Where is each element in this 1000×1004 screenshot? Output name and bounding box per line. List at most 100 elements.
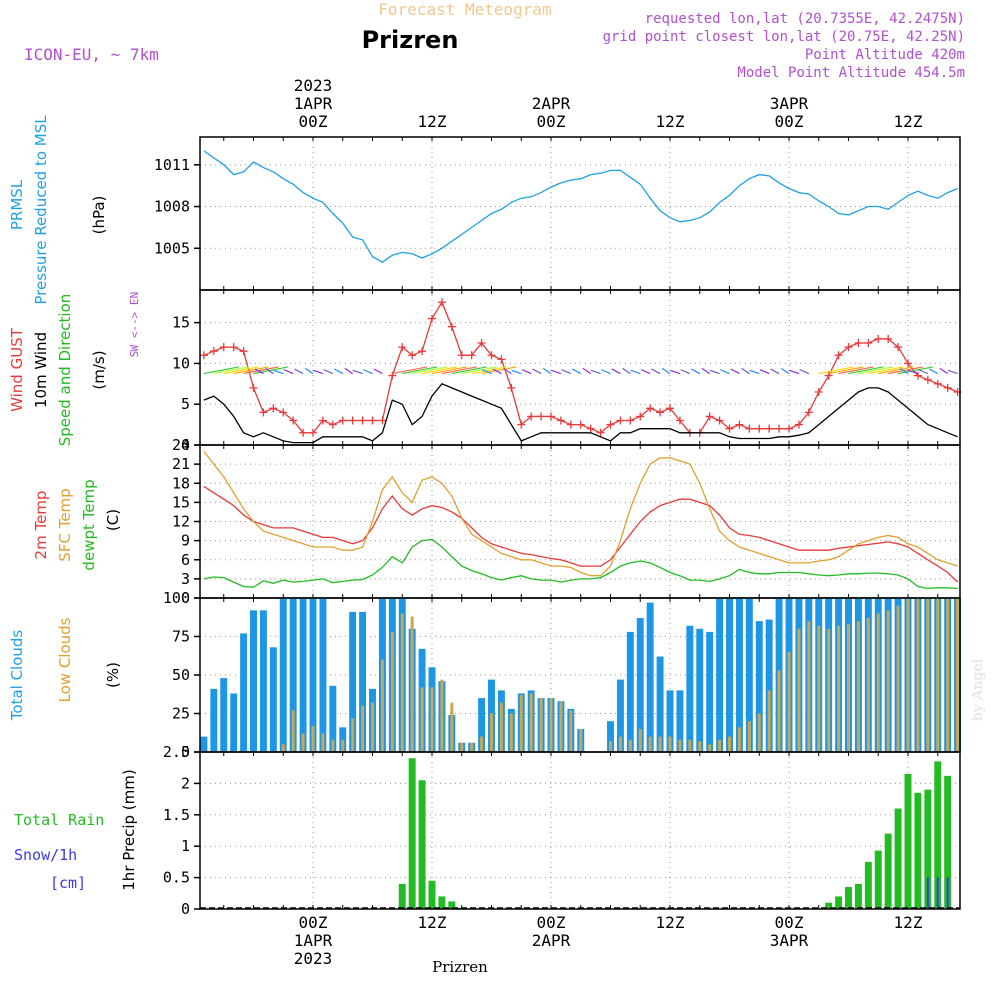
wind-arrow xyxy=(897,366,933,375)
low-cloud-bar xyxy=(946,598,950,752)
series-line-wind-gust xyxy=(203,300,958,434)
wind-arrow xyxy=(471,366,507,375)
panel-3: 0 25 50 75 100 xyxy=(163,589,962,761)
wind-arrow xyxy=(344,367,353,375)
low-cloud-bar xyxy=(311,725,315,752)
gust-point xyxy=(209,347,218,356)
time-label-top: 00Z xyxy=(775,112,804,131)
rain-bar xyxy=(428,880,436,909)
rain-bar xyxy=(825,902,833,909)
total-cloud-bar xyxy=(230,693,238,752)
total-cloud-bar xyxy=(716,598,724,752)
wind-10m-label: 10m Wind xyxy=(32,332,50,408)
total-cloud-bar xyxy=(289,598,297,752)
gust-point xyxy=(765,424,774,433)
low-cloud-bar xyxy=(420,687,424,752)
gust-point xyxy=(348,416,357,425)
total-cloud-bar xyxy=(250,610,257,752)
gust-point xyxy=(775,424,784,433)
gust-point xyxy=(656,408,665,417)
wind-arrow xyxy=(590,369,601,375)
compass-north: N xyxy=(128,292,141,299)
cloud-panel-labels: Total Clouds Low Clouds (%) xyxy=(8,617,122,721)
wind-arrow xyxy=(828,366,864,375)
wind-arrow xyxy=(441,366,477,375)
wind-arrow xyxy=(253,366,289,375)
gust-point xyxy=(219,343,228,352)
header-top-title: Forecast Meteogram xyxy=(378,0,551,19)
wind-arrow xyxy=(373,368,383,375)
low-cloud-bar xyxy=(856,621,860,752)
low-cloud-bar xyxy=(321,733,325,752)
time-label-top: 12Z xyxy=(418,112,447,131)
wind-arrow xyxy=(868,366,904,375)
wind-arrow xyxy=(213,366,249,375)
wind-arrow xyxy=(611,368,621,375)
gust-point xyxy=(794,420,803,429)
panel-0: 1005 1008 1011 xyxy=(154,136,961,291)
gust-point xyxy=(725,424,734,433)
time-label-top: 00Z xyxy=(537,112,566,131)
panel-frame xyxy=(199,136,961,291)
wind-arrow xyxy=(601,369,611,375)
total-cloud-bar xyxy=(616,679,624,752)
model-label: ICON-EU, ~ 7km xyxy=(24,45,159,64)
low-cloud-bar xyxy=(876,613,880,752)
series-line-sfc-temp xyxy=(203,451,958,577)
gust-point xyxy=(844,343,853,352)
wind-arrow xyxy=(749,369,760,375)
total-cloud-bar xyxy=(726,598,733,752)
rain-bar xyxy=(854,883,862,909)
y-tick-label: 18 xyxy=(172,474,190,492)
wind-gust-label: Wind GUST xyxy=(8,327,26,412)
gust-point xyxy=(249,383,258,392)
wind-arrow xyxy=(759,369,770,375)
low-cloud-bar xyxy=(499,702,503,752)
low-cloud-bar xyxy=(480,736,484,752)
low-cloud-bar xyxy=(936,598,940,752)
wind-arrow xyxy=(928,368,939,375)
gust-point xyxy=(408,351,417,360)
low-cloud-bar xyxy=(390,631,394,752)
wind-arrow xyxy=(283,369,294,375)
wind-arrow xyxy=(640,369,651,375)
rain-bar xyxy=(914,792,922,909)
wind-arrow xyxy=(392,366,428,375)
gust-point xyxy=(834,351,843,360)
low-cloud-bar xyxy=(460,742,464,752)
snow-unit-label: [cm] xyxy=(50,874,86,892)
pressure-unit: (hPa) xyxy=(90,196,108,235)
rain-bar xyxy=(934,761,942,909)
total-cloud-bar xyxy=(478,698,486,752)
y-tick-label: 2.5 xyxy=(163,743,190,761)
series-line-dewpt-temp xyxy=(203,538,958,590)
gust-point xyxy=(338,416,347,425)
low-cloud-bar xyxy=(648,736,652,752)
time-label-bottom: 1APR xyxy=(294,931,333,950)
requested-coords: requested lon,lat (20.7355E, 42.2475N) xyxy=(645,11,965,27)
low-cloud-bar xyxy=(956,598,960,752)
wind-arrow xyxy=(690,368,701,375)
wind-arrow xyxy=(421,366,457,375)
low-cloud-bar xyxy=(817,625,821,752)
y-tick-label: 1 xyxy=(181,837,190,855)
time-label-bottom: 12Z xyxy=(418,913,447,932)
prmsl-desc-label: Pressure Reduced to MSL xyxy=(32,115,50,305)
y-tick-label: 3 xyxy=(181,570,190,588)
series-line-10m-wind xyxy=(203,383,958,444)
wind-arrow xyxy=(818,366,854,375)
panel-4: 0 0.5 1 1.5 2 2.5 xyxy=(163,743,961,918)
series-line-prmsl xyxy=(203,150,958,263)
low-cloud-bar xyxy=(519,695,523,752)
wind-arrow xyxy=(741,367,750,375)
total-cloud-bar xyxy=(269,647,277,752)
gust-point xyxy=(239,347,248,356)
wind-arrow xyxy=(780,367,790,375)
gust-point xyxy=(745,424,754,433)
snow-label: Snow/1h xyxy=(14,846,77,864)
wind-arrow xyxy=(908,369,919,375)
rain-bar xyxy=(904,773,912,909)
total-cloud-bar xyxy=(676,690,684,752)
snow-bar xyxy=(926,877,929,909)
gust-point xyxy=(576,420,585,429)
